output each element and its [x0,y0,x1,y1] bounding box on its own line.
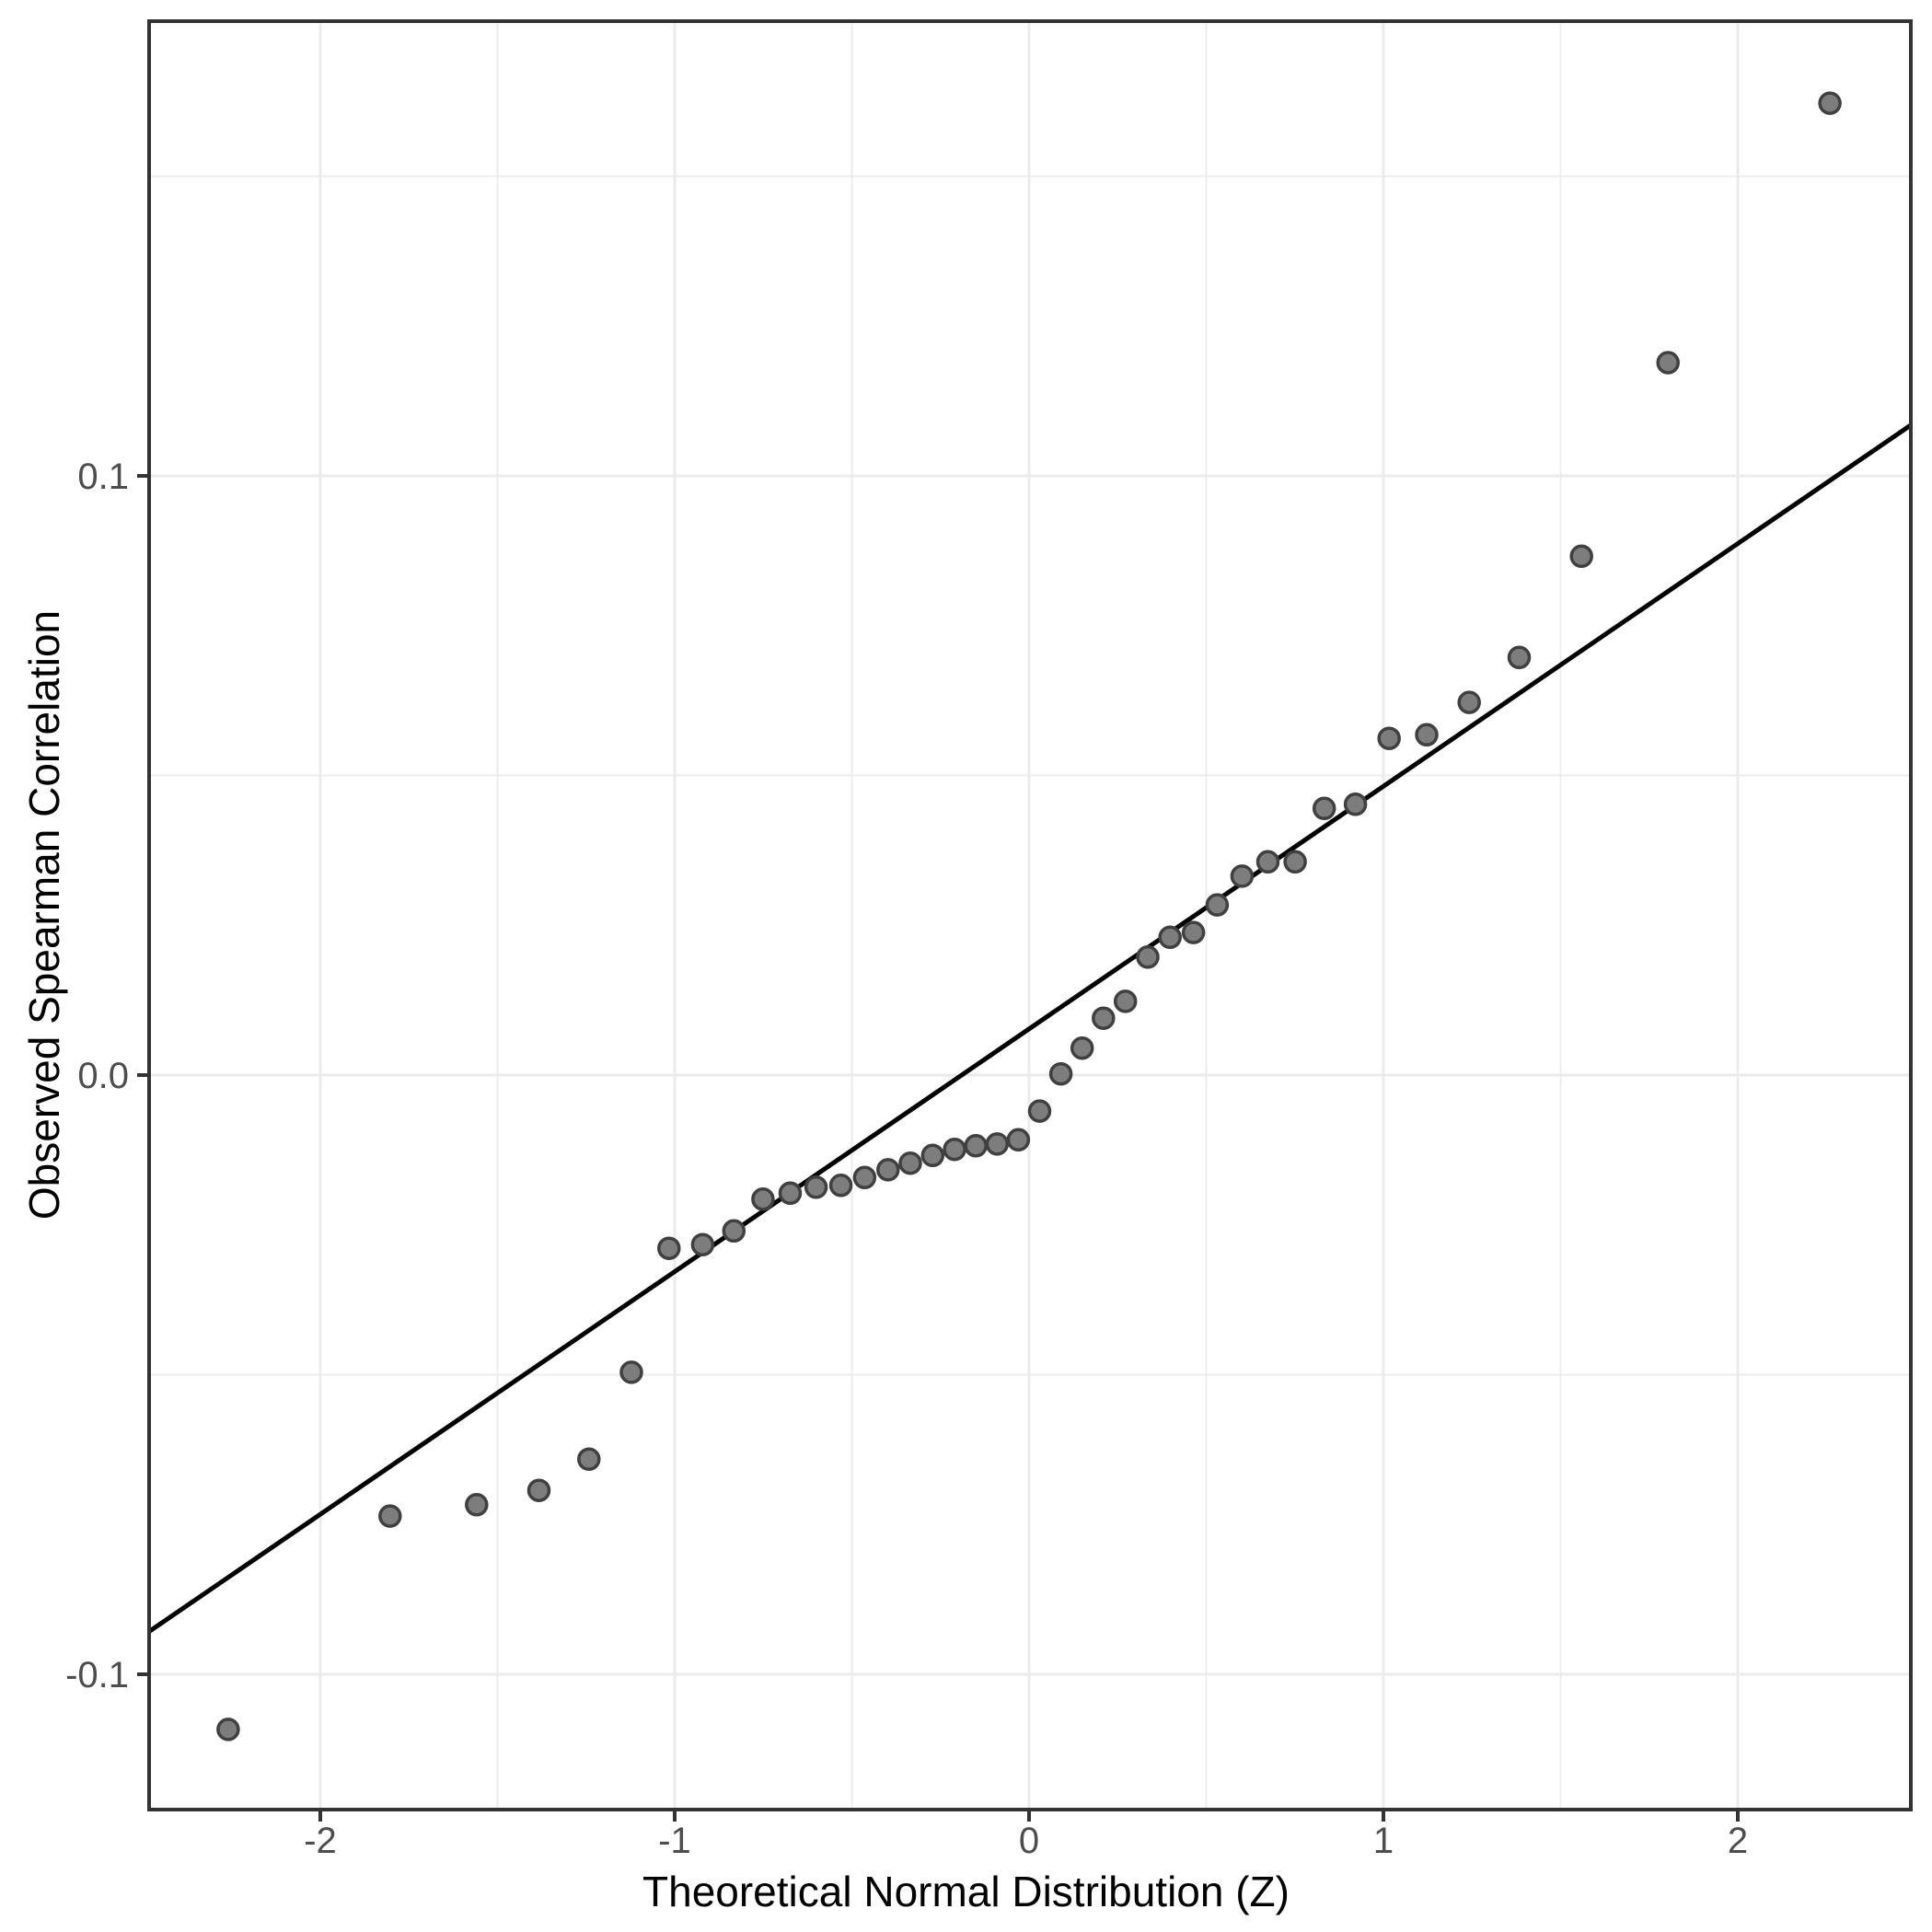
data-point [778,1181,803,1206]
data-point [1181,920,1206,944]
data-point [1230,864,1255,888]
data-point [216,1718,240,1741]
data-point [1415,723,1439,747]
data-point [1457,690,1481,714]
data-point [577,1447,601,1472]
data-point [690,1232,715,1256]
data-point [619,1360,643,1384]
data-point [657,1236,681,1260]
data-point [1507,645,1532,670]
data-point [804,1175,828,1199]
data-point [1343,792,1368,816]
x-tick-label: 1 [1373,1821,1394,1861]
y-tick-label: 0.0 [77,1056,129,1096]
y-tick-label: -0.1 [65,1655,129,1695]
x-axis-title: Theoretical Normal Distribution (Z) [642,1868,1290,1915]
data-point [898,1151,922,1175]
data-point [876,1158,900,1182]
data-point [1048,1061,1073,1086]
data-point [722,1219,746,1244]
data-point [1283,850,1307,874]
data-point [1136,945,1160,969]
data-point [1569,544,1593,569]
data-point [1006,1128,1031,1152]
data-point [378,1504,402,1528]
x-tick-label: 2 [1728,1821,1748,1861]
y-tick-label: 0.1 [77,457,129,497]
data-point [920,1143,945,1168]
data-point [1818,91,1842,115]
data-point [1027,1099,1052,1123]
data-point [964,1134,988,1158]
data-point [852,1165,877,1190]
data-point [985,1132,1010,1156]
x-tick-label: 0 [1019,1821,1039,1861]
y-axis-title: Observed Spearman Correlation [20,609,68,1221]
data-point [1092,1006,1116,1030]
data-point [943,1137,966,1162]
data-point [1312,796,1336,821]
data-point [1113,989,1138,1013]
data-point [1377,726,1401,750]
data-point [1205,893,1230,917]
data-point [1158,925,1182,950]
data-point [1070,1035,1094,1060]
data-point [751,1187,775,1211]
data-point [465,1493,489,1517]
x-tick-label: -1 [658,1821,691,1861]
data-point [526,1478,551,1502]
data-point [1656,351,1680,375]
x-tick-label: -2 [304,1821,337,1861]
data-point [1255,850,1280,874]
data-point [828,1174,853,1197]
qq-reference-line [147,422,1913,1634]
